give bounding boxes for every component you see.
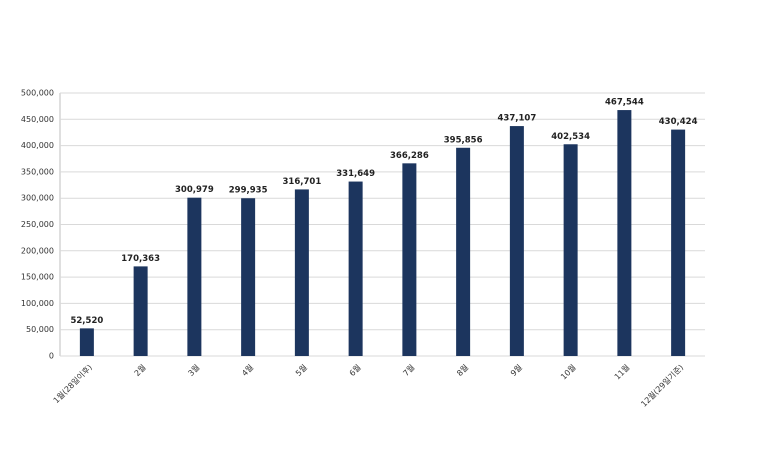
x-tick-label: 7월 (401, 362, 417, 378)
y-tick-label: 100,000 (21, 299, 54, 308)
y-tick-label: 200,000 (21, 246, 54, 255)
y-tick-label: 400,000 (21, 141, 54, 150)
value-label: 402,534 (551, 132, 590, 142)
value-label: 299,935 (229, 186, 268, 196)
x-tick-label: 9월 (508, 362, 524, 378)
bar (294, 189, 309, 356)
value-label: 170,363 (121, 254, 160, 264)
y-tick-label: 250,000 (21, 220, 54, 229)
y-tick-label: 450,000 (21, 115, 54, 124)
x-tick-label: 11월 (612, 362, 631, 381)
bar (509, 126, 524, 356)
value-label: 430,424 (659, 117, 698, 127)
value-label: 52,520 (70, 316, 103, 326)
y-tick-label: 300,000 (21, 194, 54, 203)
value-label: 366,286 (390, 151, 429, 161)
bar (79, 328, 94, 356)
y-tick-label: 500,000 (21, 89, 54, 98)
y-tick-label: 0 (49, 352, 54, 361)
x-tick-label: 8월 (454, 362, 470, 378)
x-tick-label: 4월 (239, 362, 255, 378)
x-tick-label: 1월(28일이후) (51, 362, 94, 405)
y-tick-label: 350,000 (21, 167, 54, 176)
x-tick-label: 12월(29일기준) (639, 362, 686, 409)
value-label: 316,701 (283, 177, 322, 187)
x-tick-label: 3월 (186, 362, 202, 378)
value-label: 300,979 (175, 185, 214, 195)
bar (563, 144, 578, 356)
y-tick-label: 150,000 (21, 273, 54, 282)
x-tick-label: 10월 (558, 362, 577, 381)
bar (671, 129, 686, 356)
value-label: 331,649 (336, 169, 375, 179)
value-label: 437,107 (498, 114, 537, 124)
bar (456, 147, 471, 356)
x-tick-label: 6월 (347, 362, 363, 378)
bar (241, 198, 256, 356)
bar (348, 181, 363, 356)
x-tick-label: 2월 (132, 362, 148, 378)
value-label: 467,544 (605, 98, 644, 108)
bar (617, 110, 632, 356)
bar (187, 197, 202, 356)
x-tick-label: 5월 (293, 362, 309, 378)
bar (402, 163, 417, 356)
bar (133, 266, 148, 356)
value-label: 395,856 (444, 135, 483, 145)
y-tick-label: 50,000 (26, 325, 54, 334)
